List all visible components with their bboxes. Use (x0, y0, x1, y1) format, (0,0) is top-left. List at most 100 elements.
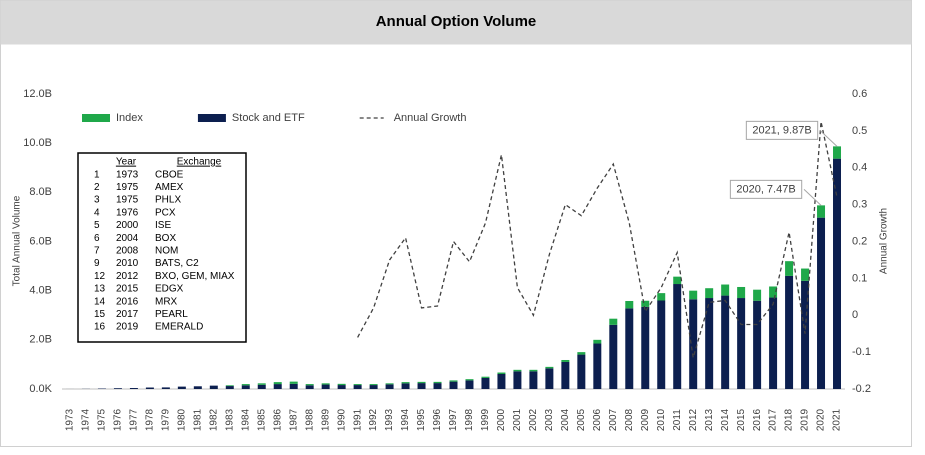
bar (561, 360, 569, 362)
x-tick-label: 2020 (816, 408, 827, 431)
y-tick-label: 6.0B (29, 235, 52, 247)
bar (833, 159, 841, 389)
annotation-text: 2021, 9.87B (752, 124, 811, 136)
x-tick-label: 1993 (384, 408, 395, 431)
bar (497, 373, 505, 374)
legend-label: Stock and ETF (232, 112, 305, 124)
bar (322, 385, 330, 389)
x-tick-label: 1986 (272, 408, 283, 431)
bar (386, 384, 394, 389)
bar (306, 384, 314, 385)
bar (354, 384, 362, 385)
x-tick-label: 1987 (288, 408, 299, 431)
table-cell: 2015 (116, 284, 139, 295)
y-tick-label: 12.0B (23, 88, 52, 100)
y-tick-label: 0.0K (29, 383, 52, 395)
x-tick-label: 1995 (416, 408, 427, 431)
table-cell: 2 (94, 182, 100, 193)
y2-tick-label: 0.2 (852, 235, 867, 247)
bar (657, 301, 665, 390)
y-tick-label: 10.0B (23, 137, 52, 149)
bar (497, 374, 505, 389)
bar (625, 308, 633, 389)
bar (801, 269, 809, 281)
bar (370, 384, 378, 385)
bar (577, 355, 585, 389)
x-tick-label: 2012 (688, 408, 699, 431)
table-cell: 12 (94, 271, 106, 282)
bar (481, 378, 489, 389)
table-cell: BXO, GEM, MIAX (155, 271, 235, 282)
x-tick-label: 2010 (656, 408, 667, 431)
bar (274, 384, 282, 389)
bar (242, 385, 250, 389)
bar (481, 377, 489, 378)
table-cell: 2010 (116, 258, 139, 269)
bar (306, 385, 314, 389)
bar (322, 383, 330, 384)
bar (226, 385, 234, 386)
x-tick-label: 1973 (65, 408, 76, 431)
x-tick-label: 1976 (113, 408, 124, 431)
y2-axis-label: Annual Growth (879, 208, 890, 274)
legend-swatch (82, 114, 110, 122)
bar (817, 205, 825, 217)
bar (146, 388, 154, 389)
table-cell: PEARL (155, 309, 188, 320)
bar (753, 301, 761, 389)
x-tick-label: 2002 (528, 408, 539, 431)
y2-tick-label: 0.1 (852, 272, 867, 284)
x-tick-label: 2011 (672, 409, 683, 431)
bar (450, 382, 458, 389)
bar (418, 383, 426, 389)
x-tick-label: 1994 (400, 408, 411, 431)
legend-label: Annual Growth (394, 112, 467, 124)
table-cell: 13 (94, 284, 106, 295)
x-tick-label: 1982 (208, 408, 219, 431)
table-header: Year (116, 157, 137, 168)
bar (545, 368, 553, 389)
x-tick-label: 1988 (304, 408, 315, 431)
y-tick-label: 4.0B (29, 285, 52, 297)
bar (529, 370, 537, 371)
bar (513, 371, 521, 389)
table-cell: 2017 (116, 309, 139, 320)
table-cell: BATS, C2 (155, 258, 199, 269)
table-cell: 1975 (116, 195, 139, 206)
bar (465, 380, 473, 389)
table-cell: NOM (155, 246, 178, 257)
bar (402, 383, 410, 389)
table-cell: 1976 (116, 207, 139, 218)
x-tick-label: 2015 (736, 408, 747, 431)
bar (370, 385, 378, 389)
bar (593, 344, 601, 389)
bar (210, 386, 218, 389)
bar (641, 307, 649, 389)
bar (258, 383, 266, 384)
bar (769, 298, 777, 389)
y-tick-label: 2.0B (29, 334, 52, 346)
bar (593, 340, 601, 344)
table-cell: 7 (94, 246, 100, 257)
y2-tick-label: 0 (852, 309, 858, 321)
table-cell: 2008 (116, 246, 139, 257)
bar (513, 370, 521, 371)
y2-tick-label: 0.5 (852, 125, 867, 137)
table-cell: PCX (155, 207, 176, 218)
table-cell: PHLX (155, 195, 181, 206)
bar (290, 382, 298, 384)
table-cell: 3 (94, 195, 100, 206)
table-cell: ISE (155, 220, 171, 231)
x-tick-label: 1997 (448, 408, 459, 431)
bar (801, 281, 809, 389)
bar (114, 388, 122, 389)
bar (529, 371, 537, 389)
x-tick-label: 2009 (640, 408, 651, 431)
x-tick-label: 1992 (368, 408, 379, 431)
y2-tick-label: 0.3 (852, 199, 867, 211)
x-tick-label: 1981 (192, 408, 203, 431)
x-tick-label: 2001 (512, 408, 523, 431)
bar (402, 382, 410, 383)
x-tick-label: 1991 (352, 408, 363, 431)
legend-swatch (198, 114, 226, 122)
